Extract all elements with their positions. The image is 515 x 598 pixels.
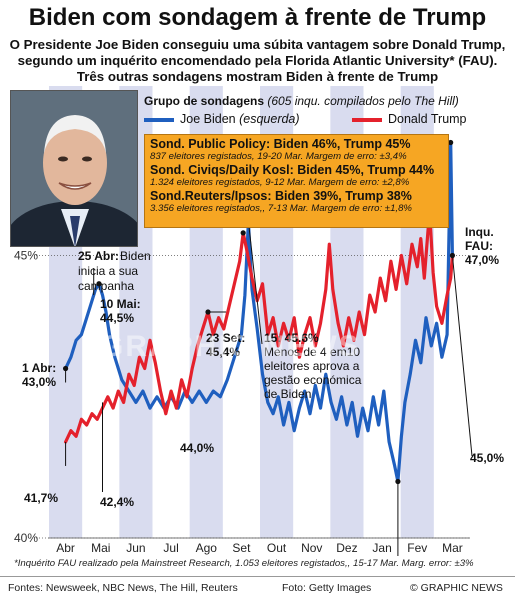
poll-name: Sond.Reuters/Ipsos: (150, 189, 272, 203)
poll-detail: 3.356 eleitores registados,, 7-13 Mar. M… (150, 203, 412, 214)
poll-item: Sond. Public Policy: Biden 46%, Trump 45… (150, 137, 443, 162)
poll-result: Biden 45%, Trump 44% (297, 163, 435, 177)
portrait-photo-icon (11, 91, 137, 246)
legend-biden: Joe Biden (esquerda) (144, 112, 300, 126)
legend-trump: Donald Trump (352, 112, 467, 126)
annotation-biden-dip: 42,4% (100, 495, 134, 509)
x-tick-label: Mar (442, 541, 463, 555)
poll-name: Sond. Public Policy: (150, 137, 271, 151)
annotation-apr25-text: campanha (78, 279, 134, 293)
poll-result: Biden 46%, Trump 45% (273, 137, 411, 151)
x-tick-label: Nov (301, 541, 322, 555)
annotation-may10: 44,5% (100, 311, 134, 325)
legend-biden-note: (esquerda) (239, 112, 300, 126)
y-tick-label: 40% (14, 531, 38, 545)
trump-line (63, 208, 454, 444)
poll-item: Sond.Reuters/Ipsos: Biden 39%, Trump 38%… (150, 189, 443, 214)
footer-brand: © GRAPHIC NEWS (410, 582, 503, 594)
x-tick-label: Dez (336, 541, 357, 555)
x-tick-label: Jul (163, 541, 178, 555)
watermark: GRAPHIC NEWS (100, 330, 361, 363)
annotation-sep23: 23 Set: (206, 331, 245, 345)
x-tick-label: Out (267, 541, 287, 555)
annotation-sep15-text: Menos de 4 em10 (264, 345, 360, 359)
x-tick-label: Ago (196, 541, 218, 555)
annotation-leader (451, 255, 473, 457)
annotation-apr1: 43,0% (22, 375, 56, 389)
annotation-apr25-text: inicia a sua (78, 264, 138, 278)
annotation-may10: 10 Mai: (100, 297, 141, 311)
x-tick-label: Set (232, 541, 251, 555)
x-tick-label: Mai (91, 541, 110, 555)
annotation-dot (449, 252, 456, 259)
chart-subtitle: O Presidente Joe Biden conseguiu uma súb… (9, 37, 506, 84)
biden-photo (10, 90, 138, 247)
legend-trump-swatch (352, 117, 382, 122)
poll-result: Biden 39%, Trump 38% (275, 189, 412, 203)
annotation-dot (240, 230, 246, 236)
legend-biden-label: Joe Biden (180, 112, 236, 126)
annotation-fau: FAU: (465, 239, 493, 253)
annotation-apr1: 1 Abr: (22, 361, 56, 375)
annotation-sep15-text: gestão económica (264, 373, 362, 387)
annotation-dot (96, 281, 102, 287)
x-tick-label: Abr (56, 541, 75, 555)
annotation-sep15-text: eleitores aprova a (264, 359, 360, 373)
poll-detail: 1.324 eleitores registados, 9-12 Mar. Ma… (150, 177, 410, 188)
y-tick-label: 45% (14, 249, 38, 263)
annotation-fau: Inqu. (465, 225, 494, 239)
chart-title: Biden com sondagem à frente de Trump (28, 4, 487, 31)
x-tick-label: Jun (126, 541, 145, 555)
annotation-sep23: 45,4% (206, 345, 240, 359)
annotation-dot (448, 139, 454, 146)
annotation-trump-start: 41,7% (24, 491, 58, 505)
footer: Fontes: Newsweek, NBC News, The Hill, Re… (0, 576, 515, 598)
poll-group-label: Grupo de sondagens (605 inqu. compilados… (144, 94, 459, 108)
x-tick-label: Jan (372, 541, 391, 555)
annotation-jul: 44,0% (180, 441, 214, 455)
annotation-end: 45,0% (470, 451, 504, 465)
footer-photo-credit: Foto: Getty Images (282, 582, 372, 594)
legend: Joe Biden (esquerda) Donald Trump (144, 112, 474, 130)
annotation-sep15-label: 15: 45.6% (264, 331, 319, 345)
annotation-sep15-text: de Biden (264, 387, 311, 401)
legend-trump-label: Donald Trump (388, 112, 467, 126)
legend-biden-swatch (144, 117, 174, 122)
annotation-apr25-label: 25 Abr: (78, 249, 119, 263)
poll-summary-box: Sond. Public Policy: Biden 46%, Trump 45… (144, 134, 449, 228)
annotation-apr25-text: Biden (120, 249, 151, 263)
annotation-leader (247, 221, 263, 345)
poll-detail: 837 eleitores registados, 19-20 Mar. Mar… (150, 151, 407, 162)
footer-sources: Fontes: Newsweek, NBC News, The Hill, Re… (8, 582, 238, 594)
annotation-fau: 47,0% (465, 253, 499, 267)
footnote: *Inquérito FAU realizado pela Mainstreet… (14, 558, 474, 569)
x-tick-label: Fev (407, 541, 427, 555)
poll-item: Sond. Civiqs/Daily Kosl: Biden 45%, Trum… (150, 163, 443, 188)
poll-name: Sond. Civiqs/Daily Kosl: (150, 163, 294, 177)
